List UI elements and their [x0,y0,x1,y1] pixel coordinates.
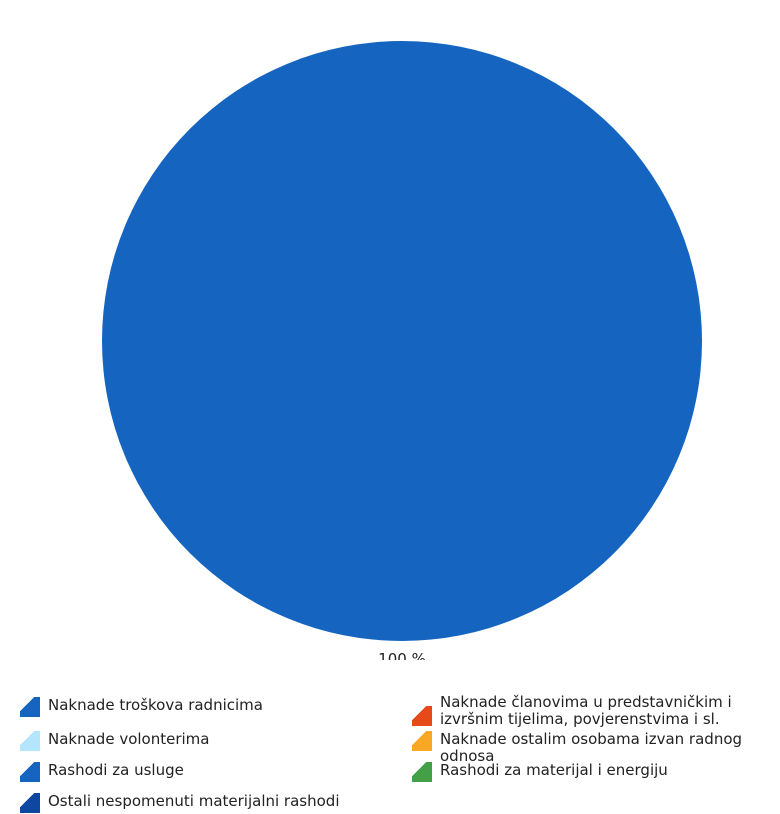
pie-chart: 100 % [102,41,702,660]
legend-swatch [20,793,40,813]
legend-item: Naknade članovima u predstavničkim i izv… [412,694,770,728]
pie-data-label: 100 % [378,650,426,660]
legend-swatch [20,731,40,751]
legend-label: Naknade članovima u predstavničkim i izv… [440,693,732,728]
legend-label: Naknade ostalim osobama izvan radnog odn… [440,730,743,765]
legend-swatch [412,762,432,782]
legend-item: Naknade troškova radnicima [20,697,263,717]
legend-item: Rashodi za materijal i energiju [412,762,668,782]
legend-item: Naknade ostalim osobama izvan radnog odn… [412,731,770,765]
legend-item: Ostali nespomenuti materijalni rashodi [20,793,339,813]
legend-label: Rashodi za usluge [48,761,184,779]
legend-item: Rashodi za usluge [20,762,184,782]
legend-label: Ostali nespomenuti materijalni rashodi [48,792,340,810]
legend-swatch [20,697,40,717]
legend-label: Naknade troškova radnicima [48,696,263,714]
legend-swatch [412,706,432,726]
legend-swatch [412,731,432,751]
legend-label: Rashodi za materijal i energiju [440,761,668,779]
legend-label: Naknade volonterima [48,730,210,748]
legend-item: Naknade volonterima [20,731,209,751]
legend-swatch [20,762,40,782]
pie-slice-rashodi-za-usluge [102,41,702,641]
